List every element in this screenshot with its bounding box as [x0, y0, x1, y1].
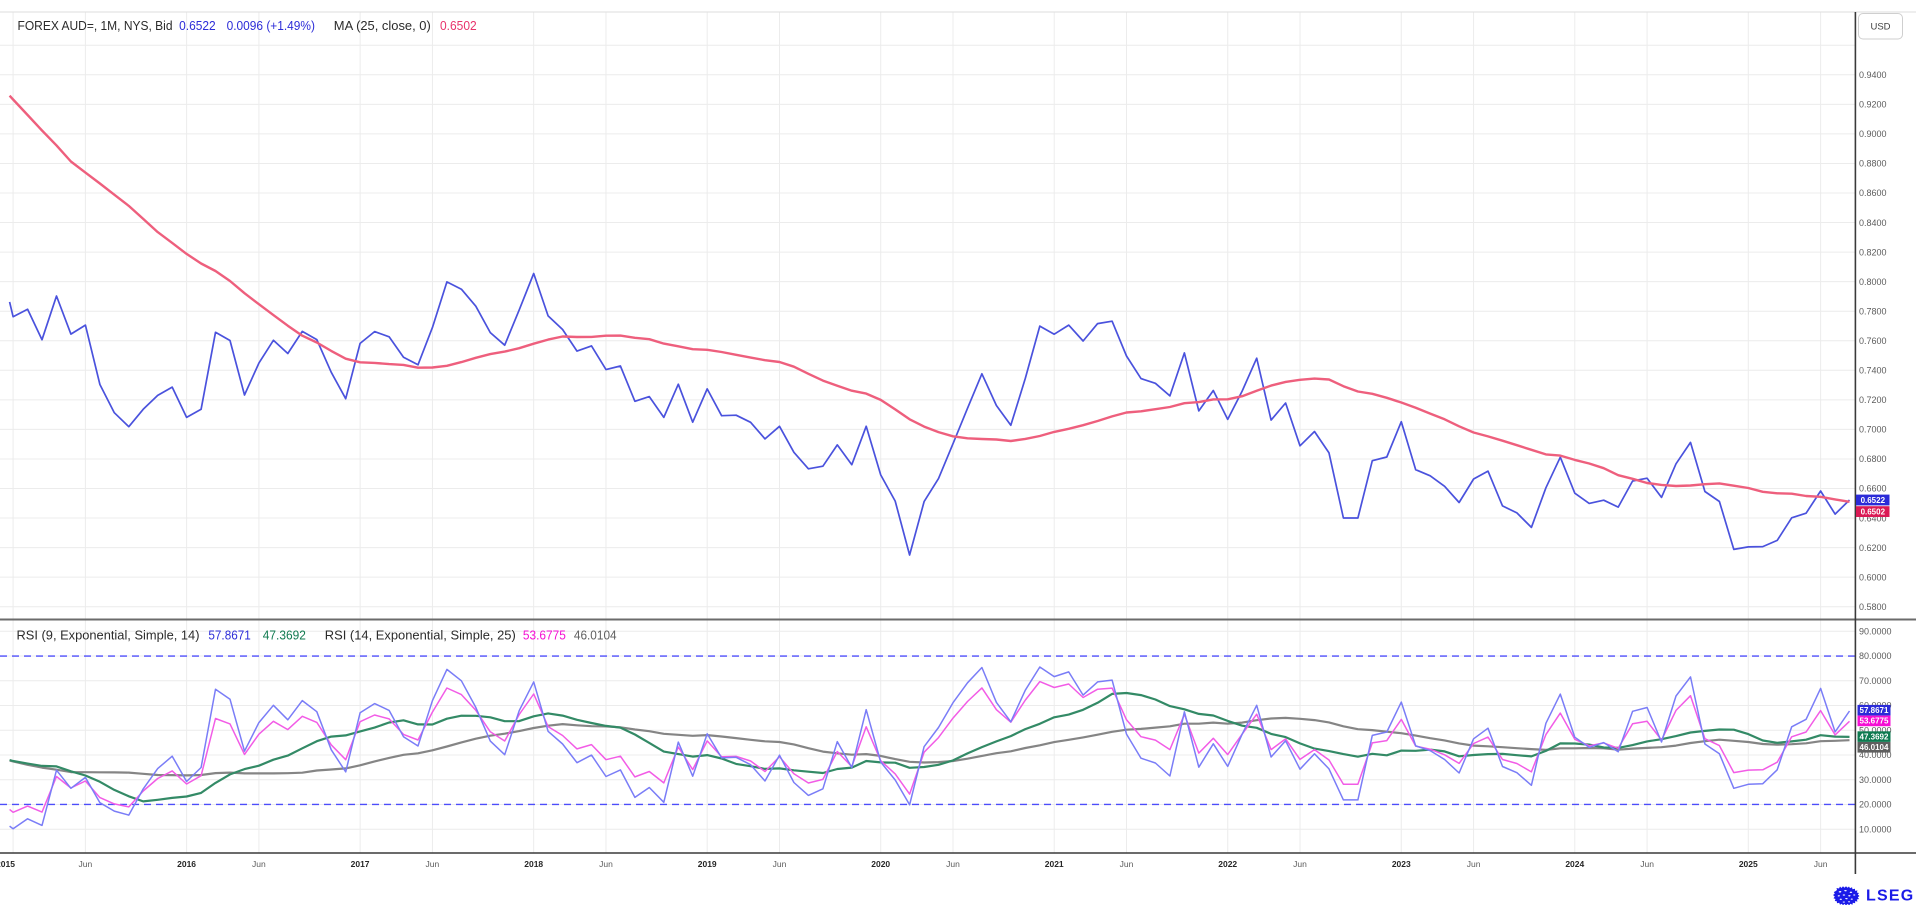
svg-text:0.8200: 0.8200 — [1859, 247, 1887, 257]
svg-text:0.7600: 0.7600 — [1859, 336, 1887, 346]
svg-text:Jun: Jun — [1814, 859, 1828, 869]
svg-text:2016: 2016 — [177, 859, 196, 869]
svg-text:2022: 2022 — [1218, 859, 1237, 869]
svg-text:47.3692: 47.3692 — [1860, 732, 1889, 741]
svg-text:0.9200: 0.9200 — [1859, 100, 1887, 110]
svg-text:Jun: Jun — [1467, 859, 1481, 869]
svg-text:2020: 2020 — [871, 859, 890, 869]
svg-text:0.9000: 0.9000 — [1859, 129, 1887, 139]
svg-text:80.0000: 80.0000 — [1859, 651, 1892, 661]
svg-text:Jun: Jun — [599, 859, 613, 869]
svg-text:0.6502: 0.6502 — [440, 19, 477, 33]
svg-text:Jun: Jun — [773, 859, 787, 869]
svg-text:0.6000: 0.6000 — [1859, 572, 1887, 582]
svg-text:RSI (14, Exponential, Simple,: RSI (14, Exponential, Simple, 25) — [325, 629, 516, 643]
svg-text:2018: 2018 — [524, 859, 543, 869]
svg-text:70.0000: 70.0000 — [1859, 676, 1892, 686]
svg-text:0.7800: 0.7800 — [1859, 306, 1887, 316]
svg-text:0.6600: 0.6600 — [1859, 484, 1887, 494]
svg-text:2024: 2024 — [1565, 859, 1584, 869]
svg-text:10.0000: 10.0000 — [1859, 824, 1892, 834]
svg-text:90.0000: 90.0000 — [1859, 627, 1892, 637]
svg-text:50.0000: 50.0000 — [1859, 726, 1892, 736]
svg-text:53.6775: 53.6775 — [1860, 717, 1889, 726]
svg-text:0.7000: 0.7000 — [1859, 425, 1887, 435]
svg-text:RSI (9, Exponential, Simple, 1: RSI (9, Exponential, Simple, 14) — [17, 629, 200, 643]
svg-text:0.8400: 0.8400 — [1859, 218, 1887, 228]
svg-text:0.6502: 0.6502 — [1861, 507, 1886, 516]
svg-text:0.6200: 0.6200 — [1859, 543, 1887, 553]
svg-text:0.6522: 0.6522 — [1861, 496, 1886, 505]
svg-text:Jun: Jun — [79, 859, 93, 869]
svg-text:0.6522: 0.6522 — [179, 19, 216, 33]
svg-text:20.0000: 20.0000 — [1859, 800, 1892, 810]
svg-text:2021: 2021 — [1045, 859, 1064, 869]
svg-text:0.0096 (+1.49%): 0.0096 (+1.49%) — [227, 19, 315, 33]
svg-text:Jun: Jun — [1640, 859, 1654, 869]
svg-text:53.6775: 53.6775 — [523, 629, 566, 643]
svg-text:2025: 2025 — [1739, 859, 1758, 869]
svg-text:2023: 2023 — [1392, 859, 1411, 869]
svg-text:2019: 2019 — [698, 859, 717, 869]
svg-text:MA (25, close, 0): MA (25, close, 0) — [334, 19, 431, 33]
svg-text:0.9400: 0.9400 — [1859, 70, 1887, 80]
svg-text:0.7400: 0.7400 — [1859, 366, 1887, 376]
svg-text:57.8671: 57.8671 — [1860, 706, 1889, 715]
svg-text:0.6800: 0.6800 — [1859, 454, 1887, 464]
svg-text:2015: 2015 — [0, 859, 15, 869]
svg-text:Jun: Jun — [252, 859, 266, 869]
svg-text:Jun: Jun — [946, 859, 960, 869]
svg-text:0.7200: 0.7200 — [1859, 395, 1887, 405]
svg-text:57.8671: 57.8671 — [208, 629, 250, 643]
svg-text:0.8800: 0.8800 — [1859, 159, 1887, 169]
svg-text:FOREX AUD=, 1M, NYS, Bid: FOREX AUD=, 1M, NYS, Bid — [18, 19, 173, 33]
svg-text:LSEG: LSEG — [1866, 888, 1914, 905]
svg-text:0.8600: 0.8600 — [1859, 188, 1887, 198]
svg-text:0.5800: 0.5800 — [1859, 602, 1887, 612]
svg-text:46.0104: 46.0104 — [1860, 743, 1889, 752]
svg-text:Jun: Jun — [1293, 859, 1307, 869]
svg-text:USD: USD — [1870, 22, 1890, 33]
svg-text:0.8000: 0.8000 — [1859, 277, 1887, 287]
svg-text:40.0000: 40.0000 — [1859, 750, 1892, 760]
svg-text:Jun: Jun — [1120, 859, 1134, 869]
svg-text:Jun: Jun — [426, 859, 440, 869]
svg-text:0.6400: 0.6400 — [1859, 513, 1887, 523]
svg-text:46.0104: 46.0104 — [574, 629, 617, 643]
svg-text:30.0000: 30.0000 — [1859, 775, 1892, 785]
svg-text:47.3692: 47.3692 — [263, 629, 306, 643]
svg-text:2017: 2017 — [351, 859, 370, 869]
